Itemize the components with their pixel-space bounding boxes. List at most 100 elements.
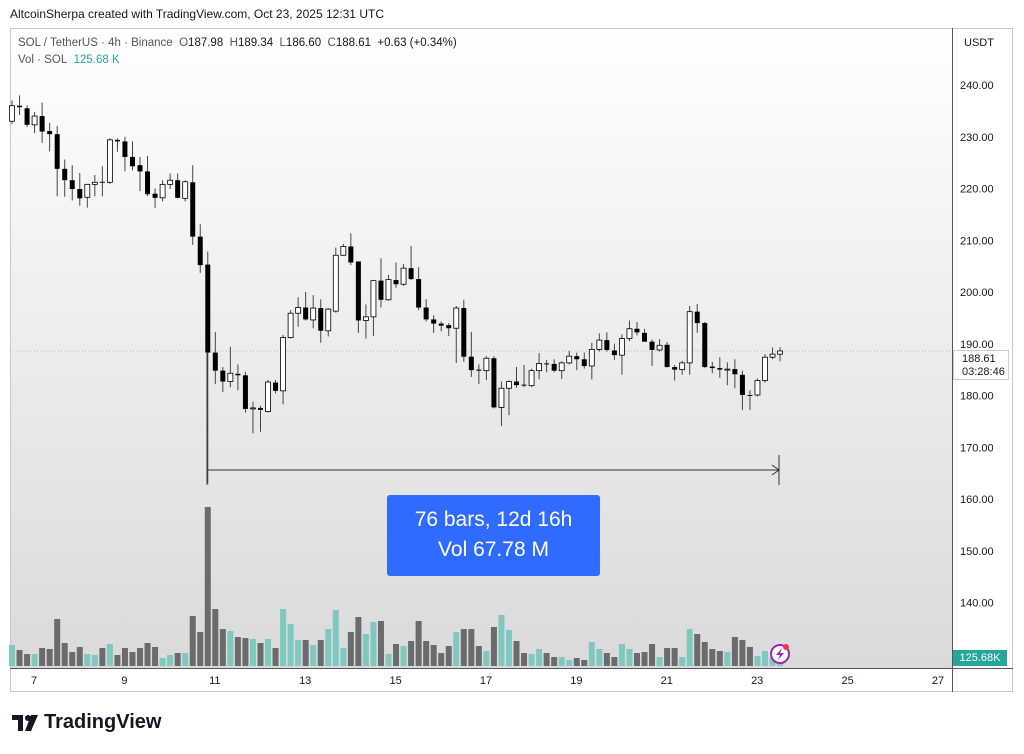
candle — [355, 261, 361, 333]
candle — [679, 360, 686, 375]
candle — [747, 390, 753, 410]
volume-bar — [332, 610, 339, 666]
volume-bar — [54, 619, 61, 666]
candle — [717, 357, 723, 378]
volume-bar — [701, 642, 708, 666]
tradingview-logo[interactable]: TradingView — [12, 711, 161, 734]
volume-bar — [106, 644, 113, 666]
candle-body — [747, 394, 753, 396]
candle-body — [77, 189, 83, 199]
candle-body — [106, 139, 113, 183]
chart-credit: AltcoinSherpa created with TradingView.c… — [10, 7, 384, 21]
candle — [408, 245, 414, 281]
candle-body — [558, 362, 565, 372]
last-price-tag: 188.61 03:28:46 — [953, 350, 1009, 380]
volume-bar — [393, 644, 400, 666]
candle-body — [574, 356, 580, 360]
candle — [385, 274, 392, 301]
candle-body — [137, 165, 143, 172]
candle-body — [24, 108, 30, 125]
volume-bar — [573, 658, 580, 666]
candle — [280, 334, 286, 405]
volume-bar — [347, 632, 354, 666]
open-value: 187.98 — [188, 37, 224, 49]
date-tick-label: 9 — [121, 675, 127, 687]
symbol-label[interactable]: SOL / TetherUS · 4h · Binance — [18, 37, 173, 49]
candle — [175, 173, 181, 199]
candle-body — [604, 340, 610, 350]
candle-body — [453, 307, 460, 329]
candle-body — [588, 349, 595, 367]
volume-bar — [445, 646, 452, 666]
candle — [400, 264, 407, 286]
candle — [370, 280, 377, 336]
candle-body — [393, 280, 399, 285]
candle-body — [536, 363, 542, 372]
candle-body — [754, 380, 761, 396]
candle-body — [114, 139, 120, 142]
candle-body — [54, 134, 60, 169]
alert-lightning-icon[interactable] — [770, 644, 790, 664]
volume-bar — [377, 621, 384, 666]
measure-bars: 76 bars, 12d 16h — [414, 508, 573, 531]
candle-body — [250, 407, 256, 410]
volume-bar — [325, 629, 332, 666]
candle-body — [491, 358, 497, 408]
high-value: 189.34 — [237, 37, 274, 49]
candle-body — [84, 183, 91, 198]
volume-bar — [731, 637, 738, 666]
currency-label[interactable]: USDT — [964, 37, 994, 49]
candle-body — [31, 115, 38, 126]
candle — [528, 368, 535, 388]
candle — [227, 346, 234, 388]
volume-bar — [656, 657, 663, 666]
candle — [611, 343, 617, 360]
date-tick-label: 27 — [932, 675, 944, 687]
volume-bar — [498, 615, 505, 666]
price-tick-label: 150.00 — [960, 546, 994, 558]
volume-bar — [611, 657, 618, 666]
candle — [9, 100, 15, 124]
candle — [709, 361, 715, 374]
volume-bar — [302, 640, 309, 666]
volume-bar — [664, 648, 671, 666]
volume-bar — [423, 641, 430, 666]
candle — [24, 105, 30, 127]
candle — [340, 243, 347, 256]
candle — [491, 356, 497, 409]
measure-tool[interactable] — [206, 352, 780, 485]
candle-body — [99, 181, 105, 183]
volume-bar — [242, 638, 249, 666]
candle — [69, 165, 75, 201]
volume-bar — [174, 653, 181, 666]
volume-bar — [603, 653, 610, 666]
volume-bar — [777, 663, 784, 666]
price-axis[interactable]: 240.00 230.00 220.00 210.00 200.00 190.00 180.… — [960, 80, 994, 610]
candle — [106, 138, 113, 184]
volume-label[interactable]: Vol · SOL — [18, 54, 68, 66]
volume-bar — [475, 646, 482, 666]
time-axis[interactable]: 7 9 11 13 15 17 19 21 23 25 27 — [31, 675, 944, 687]
volume-bar — [528, 654, 535, 666]
low-label: L — [279, 37, 286, 49]
candle — [431, 315, 437, 333]
candle-body — [62, 168, 68, 181]
candle — [182, 180, 189, 202]
volume-bar — [61, 643, 68, 666]
candle — [416, 267, 422, 311]
candle — [152, 188, 158, 209]
candle — [39, 102, 45, 143]
volume-bar — [114, 655, 121, 666]
candle-body — [506, 381, 512, 389]
candle-body — [175, 180, 181, 198]
candle — [197, 224, 203, 273]
tradingview-logo-text: TradingView — [44, 711, 162, 733]
volume-bar — [694, 634, 701, 666]
candle-body — [370, 280, 377, 318]
last-price: 188.61 — [962, 353, 996, 365]
candle — [159, 180, 166, 202]
candle-body — [257, 407, 263, 410]
candle-body — [212, 352, 218, 371]
measure-label: 76 bars, 12d 16h Vol 67.78 M — [387, 495, 600, 576]
